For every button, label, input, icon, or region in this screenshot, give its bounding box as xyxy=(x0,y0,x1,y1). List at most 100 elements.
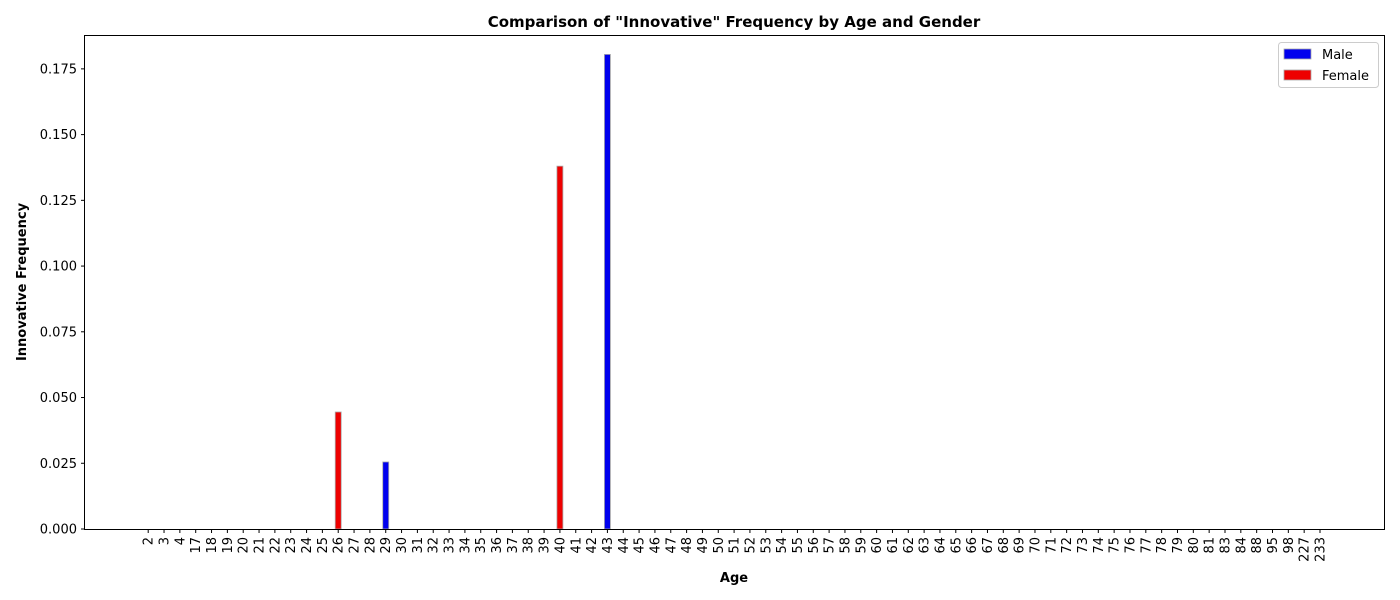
x-tick-label: 53 xyxy=(759,537,774,554)
x-tick-label: 68 xyxy=(997,537,1012,554)
x-tick-label: 32 xyxy=(427,537,442,554)
x-tick-label: 44 xyxy=(617,537,632,554)
x-tick-label: 233 xyxy=(1314,537,1329,562)
y-axis: 0.000 0.025 0.050 0.075 0.100 0.125 0.150 0.175 xyxy=(40,62,85,538)
x-tick-label: 48 xyxy=(680,537,695,554)
x-tick-label: 30 xyxy=(395,537,410,554)
x-tick-label: 57 xyxy=(823,537,838,554)
x-tick-label: 74 xyxy=(1092,537,1107,554)
x-tick-label: 61 xyxy=(886,537,901,554)
x-tick-label: 37 xyxy=(506,537,521,554)
x-tick-label: 62 xyxy=(902,537,917,554)
x-tick-label: 21 xyxy=(253,537,268,554)
x-tick-label: 22 xyxy=(268,537,283,554)
y-tick-label: 0.125 xyxy=(40,194,77,209)
y-tick-label: 0.075 xyxy=(40,325,77,340)
x-tick-label: 59 xyxy=(854,537,869,554)
x-tick-label: 50 xyxy=(712,537,727,554)
x-tick-label: 54 xyxy=(775,537,790,554)
y-tick-label: 0.100 xyxy=(40,260,77,275)
x-tick-label: 29 xyxy=(379,537,394,554)
x-tick-label: 33 xyxy=(443,537,458,554)
x-tick-label: 36 xyxy=(490,537,505,554)
x-tick-label: 52 xyxy=(743,537,758,554)
x-tick-label: 70 xyxy=(1028,537,1043,554)
x-tick-label: 84 xyxy=(1234,537,1249,554)
x-tick-label: 24 xyxy=(300,537,315,554)
x-tick-label: 46 xyxy=(648,537,663,554)
x-tick-label: 75 xyxy=(1108,537,1123,554)
x-tick-label: 78 xyxy=(1155,537,1170,554)
x-tick-label: 227 xyxy=(1298,537,1313,562)
x-tick-label: 51 xyxy=(728,537,743,554)
legend-label-male: Male xyxy=(1322,48,1353,63)
x-tick-label: 43 xyxy=(601,537,616,554)
x-tick-label: 39 xyxy=(538,537,553,554)
x-tick-label: 66 xyxy=(965,537,980,554)
x-axis-label: Age xyxy=(720,571,748,586)
x-tick-label: 17 xyxy=(189,537,204,554)
x-tick-label: 81 xyxy=(1203,537,1218,554)
legend-swatch-female xyxy=(1283,69,1312,81)
x-tick-label: 26 xyxy=(332,537,347,554)
legend-label-female: Female xyxy=(1322,69,1369,84)
x-tick-label: 41 xyxy=(569,537,584,554)
x-tick-label: 47 xyxy=(664,537,679,554)
x-tick-label: 20 xyxy=(237,537,252,554)
x-tick-label: 27 xyxy=(348,537,363,554)
x-tick-label: 34 xyxy=(458,537,473,554)
x-tick-label: 45 xyxy=(633,537,648,554)
x-tick-label: 56 xyxy=(807,537,822,554)
x-tick-label: 25 xyxy=(316,537,331,554)
x-tick-label: 83 xyxy=(1218,537,1233,554)
legend-swatch-male xyxy=(1283,48,1312,60)
y-tick-label: 0.175 xyxy=(40,62,77,77)
y-tick-label: 0.050 xyxy=(40,391,77,406)
y-tick-label: 0.025 xyxy=(40,457,77,472)
bar-male-43 xyxy=(604,54,611,530)
bars-layer xyxy=(334,54,611,530)
x-tick-label: 35 xyxy=(474,537,489,554)
legend: Male Female xyxy=(1278,42,1379,88)
x-tick-label: 64 xyxy=(933,537,948,554)
y-axis-label: Innovative Frequency xyxy=(15,202,30,361)
x-tick-label: 76 xyxy=(1123,537,1138,554)
y-tick-label: 0.000 xyxy=(40,523,77,538)
bar-male-29 xyxy=(382,461,390,530)
x-tick-label: 55 xyxy=(791,537,806,554)
x-tick-label: 19 xyxy=(221,537,236,554)
x-tick-label: 79 xyxy=(1171,537,1186,554)
x-tick-label: 31 xyxy=(411,537,426,554)
x-tick-label: 28 xyxy=(363,537,378,554)
x-tick-label: 49 xyxy=(696,537,711,554)
chart-title: Comparison of "Innovative" Frequency by … xyxy=(488,13,981,31)
x-tick-label: 23 xyxy=(284,537,299,554)
x-tick-label: 95 xyxy=(1266,537,1281,554)
x-tick-label: 18 xyxy=(205,537,220,554)
x-tick-label: 40 xyxy=(553,537,568,554)
x-tick-label: 73 xyxy=(1076,537,1091,554)
x-tick-label: 60 xyxy=(870,537,885,554)
x-tick-label: 3 xyxy=(158,537,173,545)
x-tick-label: 72 xyxy=(1060,537,1075,554)
x-tick-label: 67 xyxy=(981,537,996,554)
y-tick-label: 0.150 xyxy=(40,128,77,143)
x-tick-label: 2 xyxy=(142,537,157,545)
x-tick-label: 77 xyxy=(1139,537,1154,554)
x-tick-label: 98 xyxy=(1282,537,1297,554)
x-tick-label: 88 xyxy=(1250,537,1265,554)
x-tick-label: 71 xyxy=(1044,537,1059,554)
x-axis: 2 3 4 17 18 19 20 21 22 23 24 25 26 27 28 29 30 31 32 33 34 3… xyxy=(142,529,1329,562)
x-tick-label: 38 xyxy=(522,537,537,554)
x-tick-label: 42 xyxy=(585,537,600,554)
x-tick-label: 80 xyxy=(1187,537,1202,554)
x-tick-label: 58 xyxy=(838,537,853,554)
bar-female-40 xyxy=(556,165,564,530)
x-tick-label: 69 xyxy=(1013,537,1028,554)
x-tick-label: 65 xyxy=(949,537,964,554)
bar-female-26 xyxy=(334,411,342,530)
x-tick-label: 4 xyxy=(173,537,188,545)
plot-frame xyxy=(84,35,1385,530)
x-tick-label: 63 xyxy=(918,537,933,554)
